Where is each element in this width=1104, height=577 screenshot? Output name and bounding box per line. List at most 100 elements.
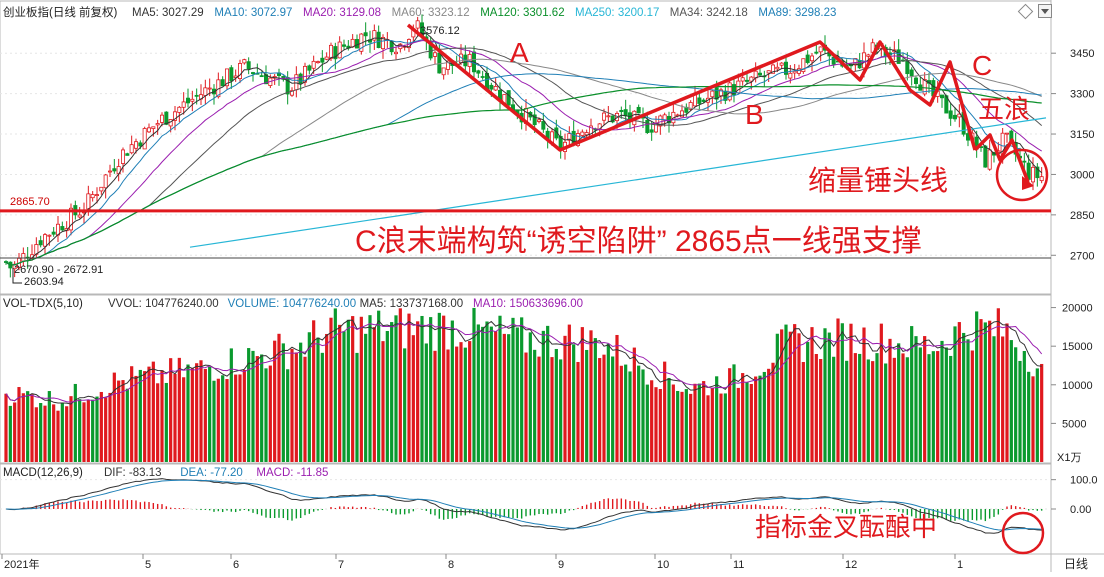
candle-body (688, 102, 693, 110)
macd-circle (1001, 511, 1045, 555)
volume-bar (741, 373, 745, 462)
volume-bar (793, 324, 797, 462)
candle-body (467, 54, 472, 67)
candle-body (43, 234, 48, 247)
volume-bar (680, 391, 684, 462)
candle-body (745, 79, 750, 82)
volume-bar (606, 343, 610, 462)
candle-body (753, 70, 758, 79)
trap-annotation: C浪末端构筑“诱空陷阱” 2865点一线强支撑 (355, 225, 922, 258)
volume-bar (446, 349, 450, 462)
volume-bar (277, 333, 281, 462)
price-title: 创业板指(日线 前复权) (3, 5, 118, 19)
volume-bar (905, 357, 909, 462)
volume-bar (26, 391, 30, 462)
volume-bar (710, 387, 714, 462)
volume-bar (424, 343, 428, 462)
volume-bar (632, 347, 636, 462)
volume-bar (442, 315, 446, 462)
volume-bar (212, 380, 216, 462)
price-tick-label: 3450 (1070, 48, 1094, 60)
volume-bar (1040, 363, 1044, 462)
volume-bar (238, 374, 242, 462)
volume-bar (329, 317, 333, 462)
candle-body (610, 115, 615, 123)
candle-body (354, 39, 359, 49)
volume-bar (143, 371, 147, 462)
wave-five-path (973, 133, 1030, 183)
candle-body (112, 168, 117, 172)
candle-body (766, 70, 771, 74)
price-tick-label: 3000 (1070, 169, 1094, 181)
candle-body (125, 153, 130, 156)
candle-body (740, 77, 745, 82)
price-axis: 3450 3300 3150 3000 2850 2700 (1051, 48, 1094, 262)
ma-legend-item: MA5: 3027.29 (132, 7, 204, 19)
candle-body (133, 141, 138, 149)
volume-bar (264, 368, 268, 462)
candle-body (298, 73, 303, 84)
volume-bar (810, 327, 814, 462)
volume-bar (91, 399, 95, 462)
volume-bar (338, 324, 342, 462)
candle-body (95, 194, 100, 196)
candle-body (341, 44, 346, 47)
volume-bar (489, 326, 493, 462)
candle-body (788, 72, 793, 79)
candle-body (99, 186, 104, 192)
volume-bar (572, 344, 576, 462)
ma-legend-item: MA60: 3323.12 (392, 7, 470, 19)
volume-bar (676, 390, 680, 462)
candle-body (697, 97, 702, 104)
volume-bar (715, 376, 719, 462)
candle-body (489, 84, 494, 90)
volume-bar (229, 348, 233, 462)
candle-body (805, 54, 810, 63)
candle-body (333, 46, 338, 60)
ma-legend-item: MA250: 3200.17 (575, 7, 659, 19)
wave-arrowhead (1022, 176, 1034, 190)
volume-bar (749, 383, 753, 462)
candle-body (51, 231, 56, 235)
volume-bar (944, 347, 948, 462)
candle-body (1031, 166, 1036, 183)
candle-body (623, 109, 628, 117)
volume-bar (723, 393, 727, 462)
volume-bar (654, 387, 658, 462)
candle-body (69, 207, 74, 231)
volume-bar (342, 331, 346, 462)
volume-bar (641, 369, 645, 462)
ma-legend-item: MA120: 3301.62 (480, 7, 564, 19)
volume-bar (4, 393, 8, 462)
volume-bar (567, 324, 571, 462)
volume-bar (559, 359, 563, 462)
volume-bar (290, 348, 294, 462)
volume-bar (836, 318, 840, 462)
panel-menu-button[interactable] (1038, 4, 1052, 18)
volume-bar (385, 331, 389, 462)
candle-body (47, 234, 52, 237)
candle-body (862, 52, 867, 69)
volume-bar (745, 382, 749, 462)
volume-bar (949, 355, 953, 462)
candle-body (138, 142, 143, 147)
volume-bar (247, 348, 251, 462)
volume-bar (390, 322, 394, 462)
candle-body (220, 79, 225, 87)
price-tick-label: 2850 (1070, 210, 1094, 222)
candle-body (172, 111, 177, 121)
volume-bar (580, 327, 584, 462)
volume-bar (359, 316, 363, 462)
candle-body (380, 37, 385, 50)
volume-bar (771, 362, 775, 462)
ma-legend-item: MA10: 3072.97 (214, 7, 292, 19)
volume-bar (333, 308, 337, 462)
volume-bar (216, 378, 220, 462)
low-marker (12, 268, 22, 284)
macd-tick-label: 0.00 (1070, 504, 1091, 516)
volume-bar (554, 348, 558, 462)
candle-body (1035, 166, 1040, 179)
golden-cross-annotation: 指标金叉酝酿中 (755, 512, 937, 542)
hammer-circle (995, 148, 1049, 202)
candle-body (732, 84, 737, 96)
